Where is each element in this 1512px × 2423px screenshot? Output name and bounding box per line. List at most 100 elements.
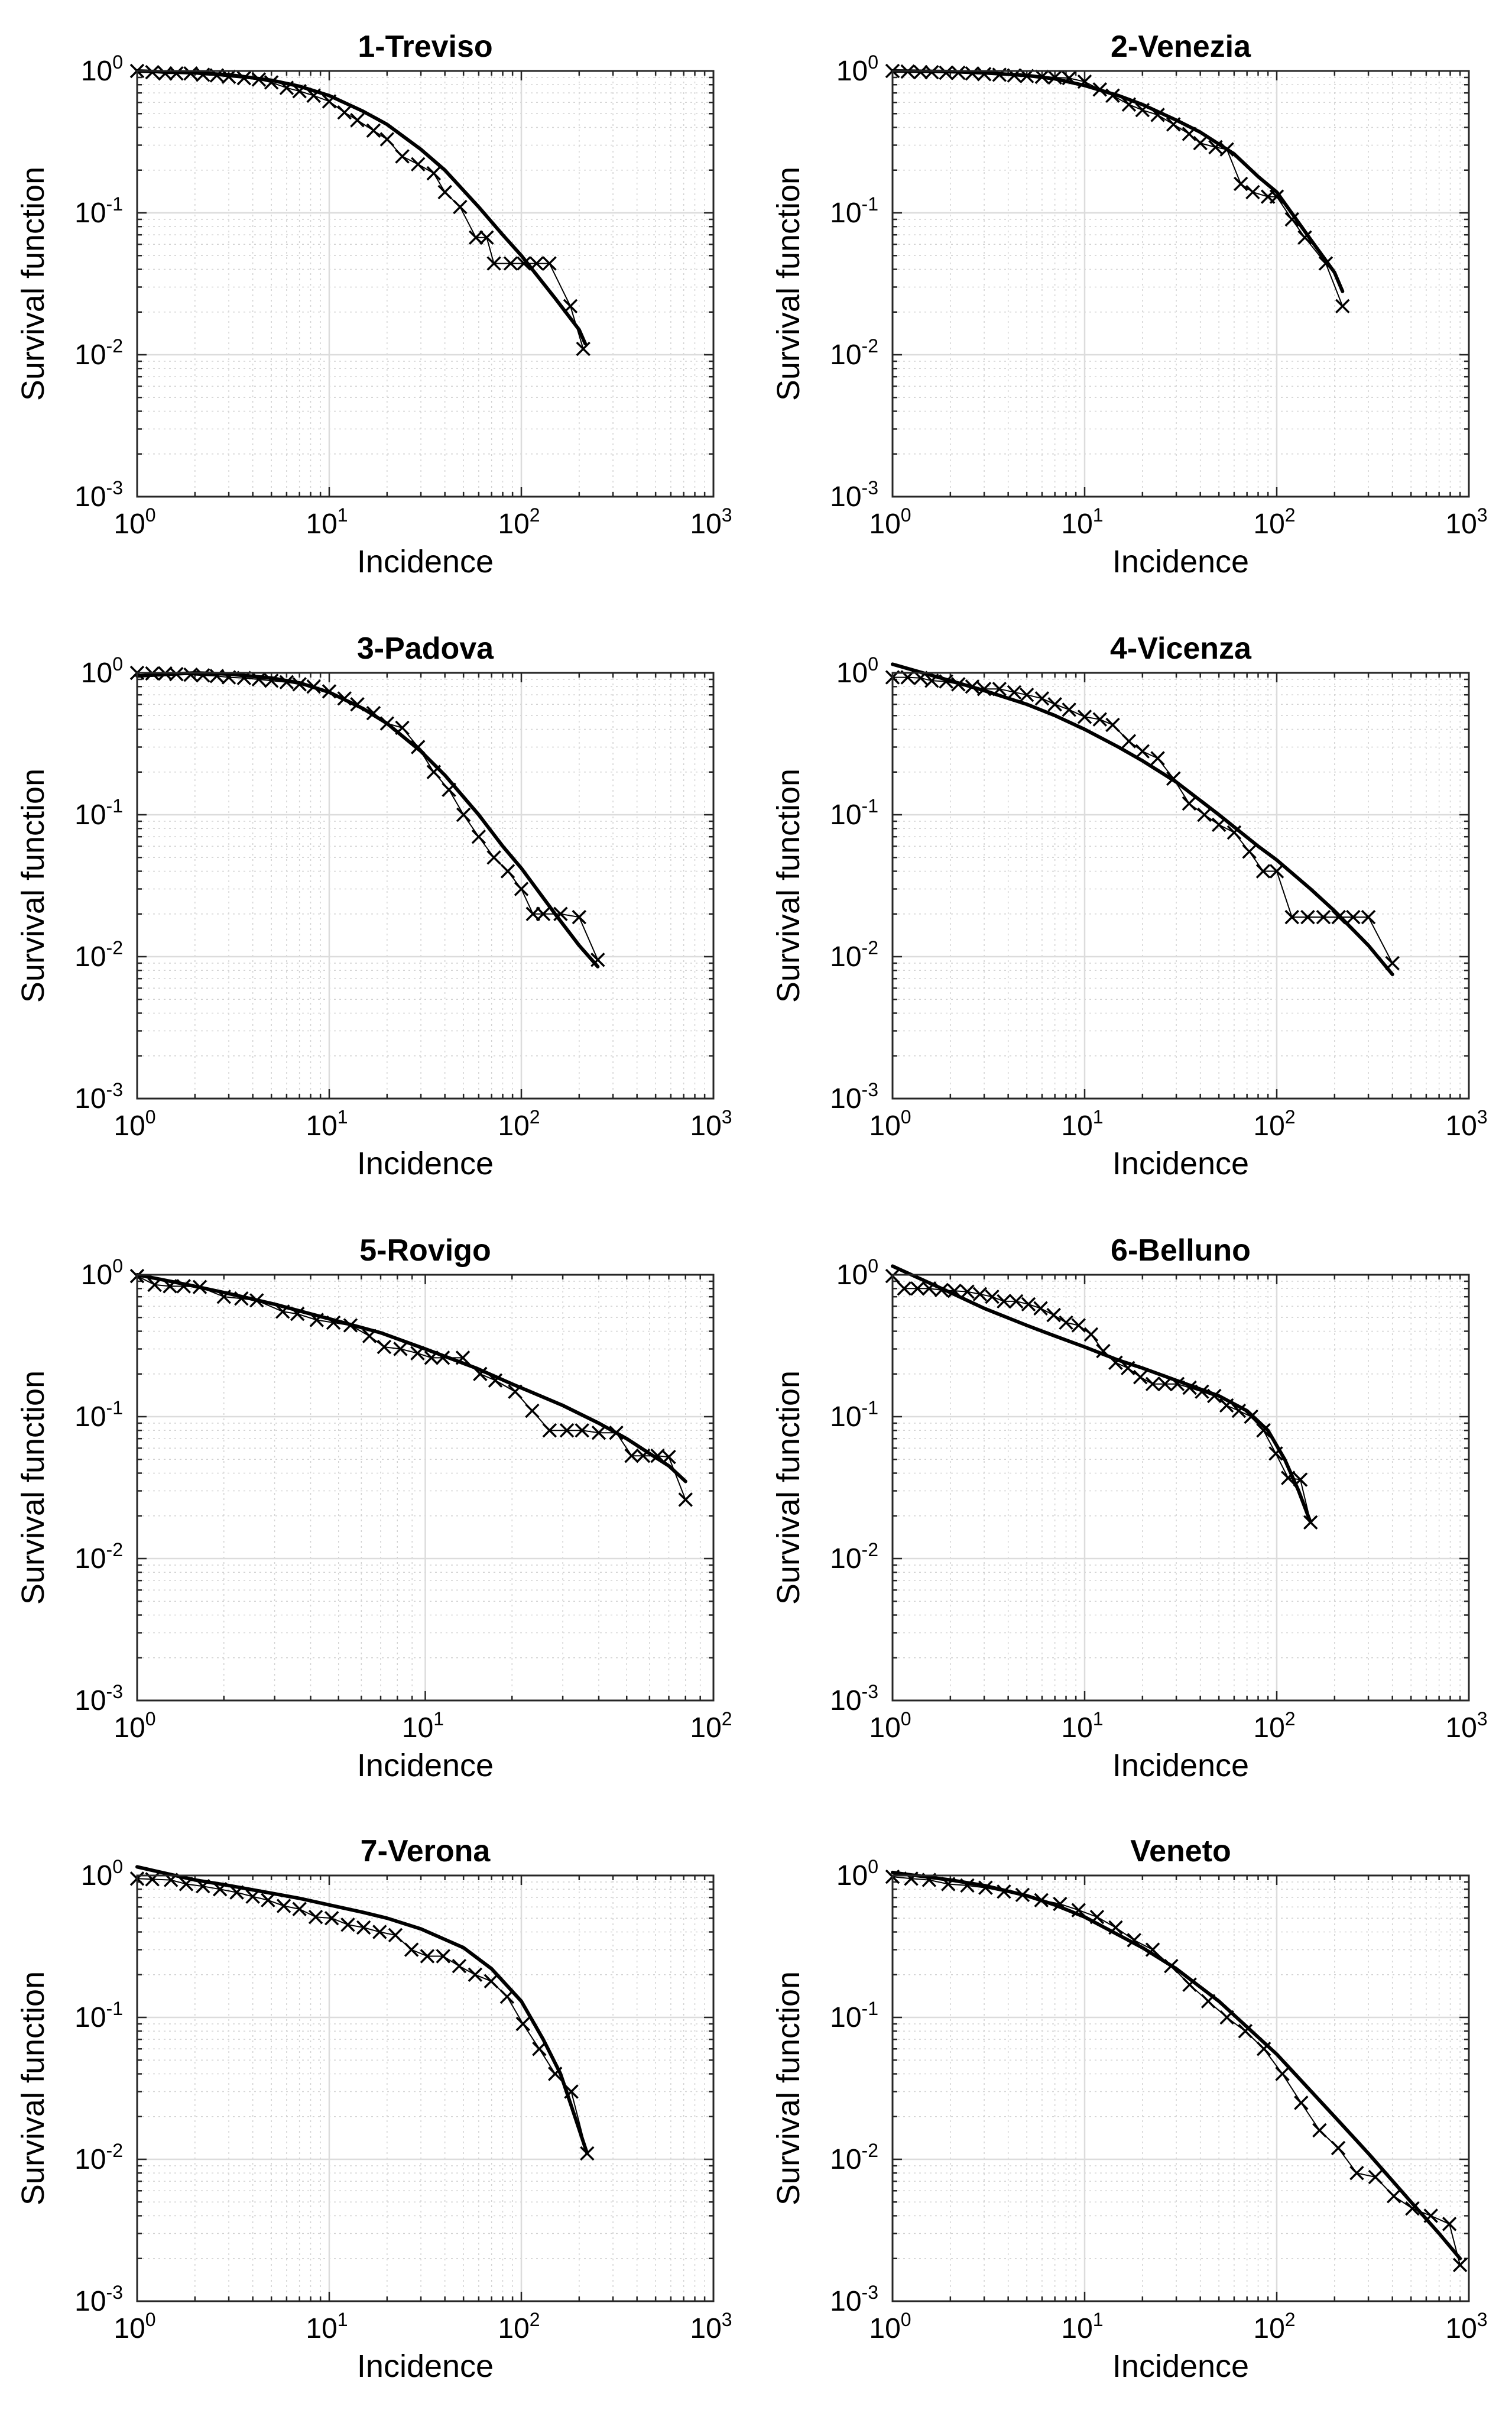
x-axis-label: Incidence bbox=[357, 2349, 494, 2384]
data-point-marker bbox=[1219, 2010, 1234, 2025]
data-point-marker bbox=[609, 1426, 624, 1440]
data-point-marker bbox=[308, 1909, 323, 1925]
data-point-marker bbox=[1211, 817, 1227, 832]
fit-curve bbox=[135, 1273, 687, 1483]
data-point-marker bbox=[1007, 685, 1022, 700]
chart-title: 2-Venezia bbox=[1111, 30, 1251, 64]
plot-area bbox=[893, 1875, 1469, 2301]
data-point-marker bbox=[1015, 1887, 1030, 1903]
y-tick-label: 100 bbox=[81, 1255, 123, 1291]
data-point-marker bbox=[1145, 1376, 1160, 1391]
axes-box bbox=[136, 672, 715, 1100]
x-tick-label: 101 bbox=[1061, 1708, 1103, 1744]
data-point-marker bbox=[212, 1882, 228, 1897]
data-point-marker bbox=[575, 1423, 589, 1438]
fit-curve bbox=[135, 671, 600, 968]
data-point-marker bbox=[1053, 1896, 1068, 1912]
y-axis-label: Survival function bbox=[771, 1971, 806, 2205]
y-tick-label: 10-2 bbox=[74, 1539, 123, 1575]
data-point-marker bbox=[1423, 2208, 1438, 2223]
chart-panel: 100 101 102 103 10-3 10-2 10-1 100 1-Treviso Inci… bbox=[15, 30, 732, 579]
data-point-marker bbox=[290, 1306, 305, 1321]
y-axis-label: Survival function bbox=[15, 167, 51, 401]
data-point-marker bbox=[395, 149, 410, 164]
y-tick-label: 10-3 bbox=[830, 1079, 878, 1115]
data-point-marker bbox=[1284, 909, 1299, 925]
data-point-marker bbox=[976, 67, 992, 82]
data-point-marker bbox=[411, 157, 426, 172]
y-tick-label: 10-1 bbox=[830, 193, 878, 229]
data-point-marker bbox=[904, 1871, 919, 1886]
data-point-marker bbox=[337, 105, 352, 120]
data-point-marker bbox=[1135, 102, 1150, 118]
plot-area bbox=[893, 71, 1469, 497]
chart-panel: 100 101 102 103 10-3 10-2 10-1 100 2-Venezia Inci… bbox=[771, 30, 1488, 579]
x-tick-label: 100 bbox=[113, 2309, 155, 2344]
x-tick-label: 103 bbox=[690, 2309, 732, 2344]
data-point-marker bbox=[1331, 909, 1346, 925]
data-point-marker bbox=[1256, 1423, 1271, 1438]
x-tick-label: 103 bbox=[690, 1106, 732, 1142]
data-point-marker bbox=[251, 672, 267, 687]
data-point-marker bbox=[1385, 955, 1400, 971]
data-point-marker bbox=[176, 1279, 191, 1294]
data-point-marker bbox=[196, 1878, 210, 1894]
data-point-marker bbox=[1335, 299, 1350, 314]
data-point-marker bbox=[322, 684, 337, 699]
data-point-marker bbox=[306, 679, 321, 694]
data-point-marker bbox=[169, 66, 184, 81]
x-tick-label: 100 bbox=[113, 1106, 155, 1142]
data-point-marker bbox=[591, 1426, 606, 1440]
data-point-marker bbox=[992, 682, 1007, 697]
data-point-marker bbox=[897, 1281, 911, 1296]
data-point-marker bbox=[1297, 230, 1312, 245]
data-point-marker bbox=[426, 166, 442, 181]
data-point-marker bbox=[1269, 864, 1284, 879]
data-point-marker bbox=[326, 1315, 341, 1330]
data-point-marker bbox=[1316, 909, 1331, 925]
y-tick-label: 10-2 bbox=[830, 1539, 878, 1575]
data-point-marker bbox=[1083, 1327, 1099, 1342]
data-point-marker bbox=[229, 1885, 244, 1900]
y-axis-label: Survival function bbox=[771, 1371, 806, 1605]
x-tick-label: 103 bbox=[1445, 2309, 1487, 2344]
y-tick-label: 10-2 bbox=[830, 937, 878, 973]
data-point-marker bbox=[366, 123, 381, 138]
data-point-marker bbox=[1034, 1893, 1049, 1907]
y-axis-label: Survival function bbox=[15, 1371, 51, 1605]
x-axis-label: Incidence bbox=[1112, 1748, 1249, 1783]
data-point-marker bbox=[939, 674, 953, 689]
x-tick-label: 101 bbox=[402, 1708, 444, 1744]
y-tick-label: 100 bbox=[836, 653, 878, 689]
data-point-marker bbox=[393, 1342, 408, 1356]
data-point-marker bbox=[965, 66, 980, 81]
chart-title: Veneto bbox=[1130, 1834, 1231, 1868]
data-point-marker bbox=[486, 850, 501, 865]
chart-title: 6-Belluno bbox=[1111, 1233, 1251, 1268]
data-point-marker bbox=[468, 1967, 483, 1982]
y-tick-label: 10-1 bbox=[74, 193, 123, 229]
x-tick-label: 103 bbox=[1445, 504, 1487, 540]
data-point-marker bbox=[960, 1878, 975, 1893]
data-point-marker bbox=[499, 1989, 515, 2004]
chart-panel: 100 101 102 103 10-3 10-2 10-1 100 Veneto Inciden… bbox=[771, 1834, 1488, 2384]
data-point-marker bbox=[542, 256, 557, 271]
y-tick-label: 10-3 bbox=[830, 477, 878, 513]
data-point-marker bbox=[985, 1289, 1000, 1304]
data-point-marker bbox=[1121, 97, 1137, 112]
x-tick-label: 102 bbox=[1253, 1708, 1295, 1744]
x-axis-label: Incidence bbox=[357, 544, 494, 579]
data-point-marker bbox=[1135, 744, 1150, 759]
data-point-marker bbox=[1047, 70, 1062, 85]
data-point-marker bbox=[1157, 1376, 1173, 1391]
plot-area bbox=[137, 1875, 713, 2301]
data-point-marker bbox=[1164, 1958, 1179, 1974]
data-point-marker bbox=[972, 1287, 988, 1302]
data-point-marker bbox=[1197, 807, 1212, 822]
data-point-marker bbox=[1019, 687, 1034, 702]
data-point-marker bbox=[324, 1911, 339, 1926]
data-point-marker bbox=[1150, 108, 1165, 122]
data-point-marker bbox=[960, 1284, 975, 1299]
y-tick-label: 100 bbox=[81, 653, 123, 689]
data-point-marker bbox=[661, 1449, 676, 1465]
